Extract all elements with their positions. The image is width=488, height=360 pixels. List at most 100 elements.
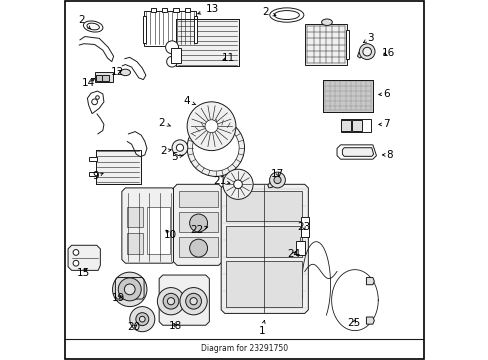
Text: 13: 13 xyxy=(197,4,219,14)
Circle shape xyxy=(92,99,97,105)
Bar xyxy=(126,233,142,253)
Bar xyxy=(171,48,181,63)
Polygon shape xyxy=(336,277,372,323)
Ellipse shape xyxy=(274,10,299,19)
Text: 14: 14 xyxy=(81,78,95,88)
Bar xyxy=(144,12,196,45)
Circle shape xyxy=(112,272,147,307)
Circle shape xyxy=(273,176,281,184)
Polygon shape xyxy=(88,157,97,161)
Text: 12: 12 xyxy=(110,67,123,77)
Bar xyxy=(323,80,372,112)
Bar xyxy=(96,149,140,184)
Text: 2: 2 xyxy=(159,118,170,128)
Ellipse shape xyxy=(269,8,303,22)
Bar xyxy=(340,119,370,132)
Bar xyxy=(295,241,304,255)
Bar xyxy=(179,212,218,232)
Bar xyxy=(301,217,308,237)
Circle shape xyxy=(223,169,253,199)
Bar xyxy=(147,207,170,253)
Bar xyxy=(150,8,156,12)
Polygon shape xyxy=(122,57,145,80)
Circle shape xyxy=(73,249,79,255)
Text: 15: 15 xyxy=(76,267,90,278)
Text: 6: 6 xyxy=(378,89,388,99)
Polygon shape xyxy=(122,188,175,263)
Text: 11: 11 xyxy=(221,53,235,63)
Polygon shape xyxy=(68,245,100,270)
Text: 24: 24 xyxy=(287,248,300,258)
Circle shape xyxy=(166,56,177,67)
Text: 25: 25 xyxy=(346,318,360,328)
Circle shape xyxy=(167,298,174,305)
Bar xyxy=(184,8,190,12)
Bar xyxy=(179,237,218,257)
Polygon shape xyxy=(159,275,209,325)
Circle shape xyxy=(187,119,244,176)
Bar xyxy=(126,207,142,227)
Circle shape xyxy=(139,316,145,322)
Bar xyxy=(143,16,146,43)
Circle shape xyxy=(187,102,235,150)
Circle shape xyxy=(118,278,141,301)
Text: 22: 22 xyxy=(190,225,207,235)
Polygon shape xyxy=(88,172,97,176)
Text: 3: 3 xyxy=(363,33,372,43)
Text: Diagram for 23291750: Diagram for 23291750 xyxy=(201,344,287,353)
Text: 21: 21 xyxy=(212,176,229,186)
Circle shape xyxy=(269,172,285,188)
Text: 10: 10 xyxy=(163,230,176,239)
Polygon shape xyxy=(336,145,376,159)
Text: 19: 19 xyxy=(111,293,124,303)
Polygon shape xyxy=(173,184,222,265)
Text: 18: 18 xyxy=(169,321,182,331)
Text: 23: 23 xyxy=(296,222,310,231)
Bar xyxy=(225,261,301,307)
Polygon shape xyxy=(357,50,363,58)
Text: 20: 20 xyxy=(127,322,141,332)
Text: 1: 1 xyxy=(258,320,264,336)
Polygon shape xyxy=(126,132,147,157)
Text: 5: 5 xyxy=(171,152,183,162)
Bar xyxy=(162,8,167,12)
Circle shape xyxy=(124,284,135,295)
Bar xyxy=(173,8,179,12)
Bar xyxy=(96,75,102,81)
Polygon shape xyxy=(267,180,274,188)
Text: 9: 9 xyxy=(92,171,103,181)
Polygon shape xyxy=(87,91,104,114)
Circle shape xyxy=(136,313,148,325)
Circle shape xyxy=(204,120,218,133)
Circle shape xyxy=(189,214,207,232)
Polygon shape xyxy=(366,278,373,285)
Circle shape xyxy=(176,144,183,151)
Text: 8: 8 xyxy=(382,150,392,160)
Bar xyxy=(94,72,112,82)
Circle shape xyxy=(73,260,79,266)
Bar xyxy=(351,120,362,131)
Circle shape xyxy=(180,288,207,315)
Circle shape xyxy=(129,307,155,332)
Bar xyxy=(194,16,197,43)
Bar xyxy=(179,191,218,207)
Polygon shape xyxy=(342,148,373,156)
Text: 4: 4 xyxy=(183,96,195,106)
Bar xyxy=(96,149,140,184)
Ellipse shape xyxy=(83,21,102,32)
Circle shape xyxy=(192,125,239,171)
Circle shape xyxy=(190,298,197,305)
Bar xyxy=(225,191,301,221)
Text: 7: 7 xyxy=(378,120,388,129)
Bar xyxy=(323,80,372,112)
Text: 2: 2 xyxy=(160,146,171,156)
Circle shape xyxy=(157,288,184,315)
Ellipse shape xyxy=(87,23,99,30)
Bar xyxy=(345,30,348,59)
Bar xyxy=(341,120,351,131)
Bar xyxy=(305,24,346,65)
Bar xyxy=(102,75,109,81)
Circle shape xyxy=(185,293,201,309)
Circle shape xyxy=(189,239,207,257)
Bar xyxy=(225,226,301,257)
